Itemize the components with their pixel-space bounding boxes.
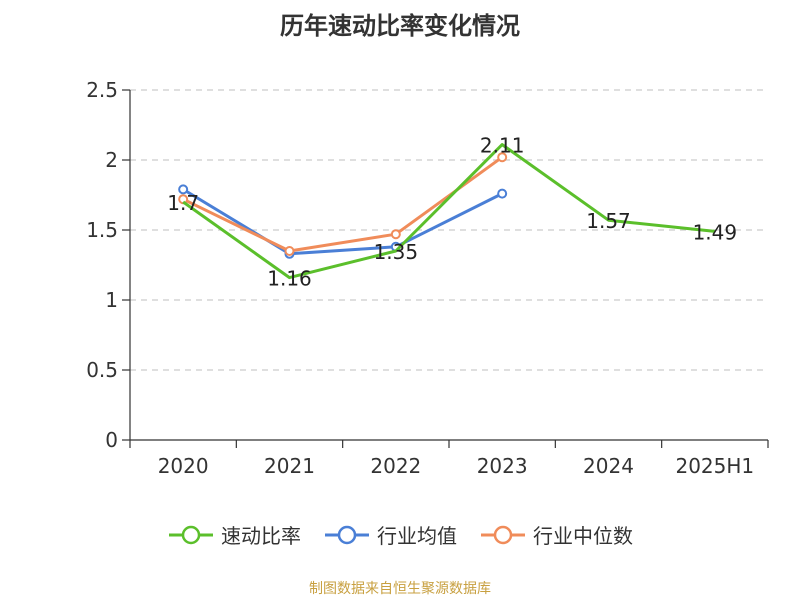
data-label: 1.35 [374,240,419,264]
data-label: 2.11 [480,134,525,158]
x-tick-label: 2022 [370,454,421,478]
series-point [390,229,401,240]
legend-line-icon [169,525,213,544]
y-tick-label: 2.5 [86,78,118,102]
legend-label: 速动比率 [221,524,301,548]
series-point [178,184,189,195]
x-tick-label: 2020 [158,454,209,478]
chart-title: 历年速动比率变化情况 [280,12,520,40]
legend-item[interactable]: 行业均值 [323,520,457,549]
source-note: 制图数据来自恒生聚源数据库 [309,581,491,597]
axes: 0 0.5 1 1.5 2 2.5 2020 2021 2022 2023 2024 2025H1 [86,78,769,478]
series-point [497,152,508,163]
legend-item[interactable]: 速动比率 [167,520,301,549]
legend-label: 行业中位数 [533,524,633,548]
data-label: 1.49 [693,220,738,244]
series-point [284,246,295,256]
legend-item[interactable]: 行业中位数 [479,520,633,549]
series-point [497,188,508,199]
legend: 速动比率 行业均值 行业中位数 [0,520,800,549]
data-labels: 1.7 1.16 1.35 2.11 1.57 1.49 [167,134,737,291]
data-label: 1.16 [267,267,312,291]
x-tick-label: 2025H1 [675,454,754,478]
x-tick-label: 2021 [264,454,315,478]
y-tick-label: 2 [105,148,118,172]
series-line [182,188,503,256]
data-label: 1.57 [586,209,631,233]
y-tick-label: 1 [105,288,118,312]
y-tick-label: 1.5 [86,218,118,242]
legend-line-icon [481,525,525,544]
x-tick-label: 2023 [477,454,528,478]
legend-label: 行业均值 [377,524,457,548]
series-lines [178,143,715,280]
legend-marker [337,525,357,544]
grid-lines [130,89,764,371]
legend-marker [493,525,513,544]
y-tick-label: 0.5 [86,358,118,382]
series-line [182,143,715,280]
y-tick-label: 0 [105,428,118,452]
x-tick-label: 2024 [583,454,634,478]
legend-marker [181,525,201,544]
data-label: 1.7 [167,191,199,215]
legend-line-icon [325,525,369,544]
